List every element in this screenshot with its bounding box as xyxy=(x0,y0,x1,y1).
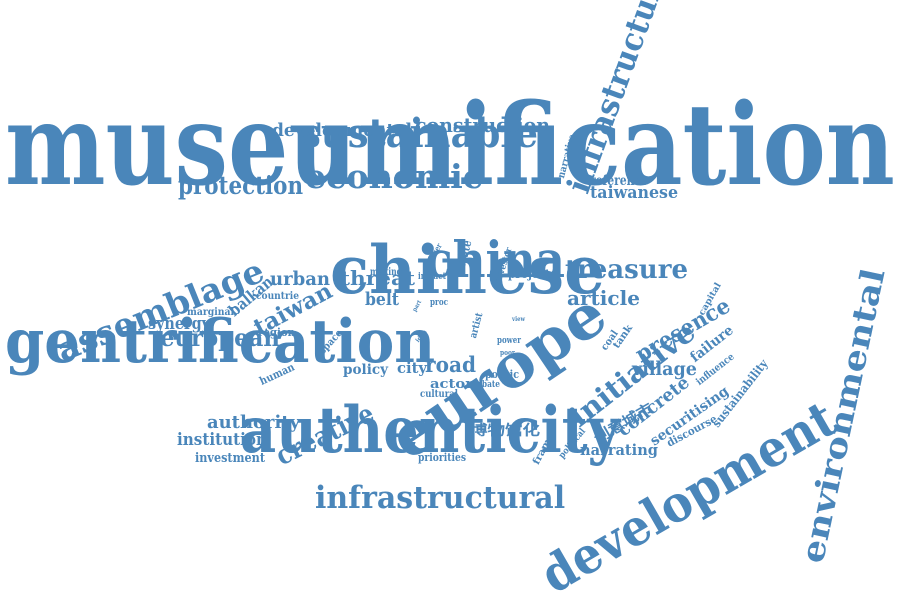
word-impact: impact xyxy=(418,271,446,282)
word-poor: poor xyxy=(500,348,516,358)
word-gentrification: gentrification xyxy=(5,307,436,377)
word-region: region xyxy=(258,326,295,340)
word-museumification-zh: 博物馆化 xyxy=(470,422,540,439)
word-village: village xyxy=(632,357,697,380)
word-authority: authority xyxy=(207,411,300,433)
word-countrie: countrie xyxy=(256,291,300,302)
word-synergy: synergy xyxy=(148,314,210,335)
word-view: view xyxy=(512,316,525,324)
word-priorities: priorities xyxy=(418,451,467,465)
word-european: european xyxy=(160,322,280,352)
word-city: city xyxy=(397,359,427,377)
word-institution: institution xyxy=(177,430,268,451)
word-developmental: developmental xyxy=(272,119,412,141)
word-economic: economic xyxy=(305,156,484,196)
word-china: china xyxy=(425,230,566,289)
word-project: project xyxy=(508,267,550,282)
word-road: road xyxy=(425,352,477,378)
word-construction: construction xyxy=(415,113,550,137)
word-policy: policy xyxy=(343,361,388,378)
word-infrastructural: infrastructural xyxy=(315,480,566,517)
word-urban: urban xyxy=(270,267,331,290)
word-museumification: museumification xyxy=(5,80,895,212)
word-belt: belt xyxy=(365,288,399,310)
word-article: article xyxy=(567,286,640,310)
word-making: making xyxy=(370,267,403,278)
word-threat: threat xyxy=(340,266,415,290)
word-investment: investment xyxy=(195,450,266,466)
word-narrating: narrating xyxy=(580,441,659,459)
word-protection: protection xyxy=(178,171,304,200)
word-debate: debate xyxy=(472,379,501,390)
word-politic: politic xyxy=(485,368,519,382)
word-reference: reference xyxy=(590,172,648,189)
word-marginal: marginal xyxy=(187,307,235,318)
word-actor: actor xyxy=(430,376,473,392)
word-sustainable: sustainable xyxy=(300,110,539,157)
word-treasure: treasure xyxy=(565,255,689,286)
word-chinese: chinese xyxy=(330,231,606,310)
word-power: power xyxy=(497,335,521,346)
word-proc: proc xyxy=(430,297,449,308)
word-artist: artist xyxy=(468,311,486,340)
word-authenticity: authenticity xyxy=(240,392,620,468)
word-cultural: cultural xyxy=(420,389,459,400)
word-taiwanese: taiwanese xyxy=(590,183,679,204)
